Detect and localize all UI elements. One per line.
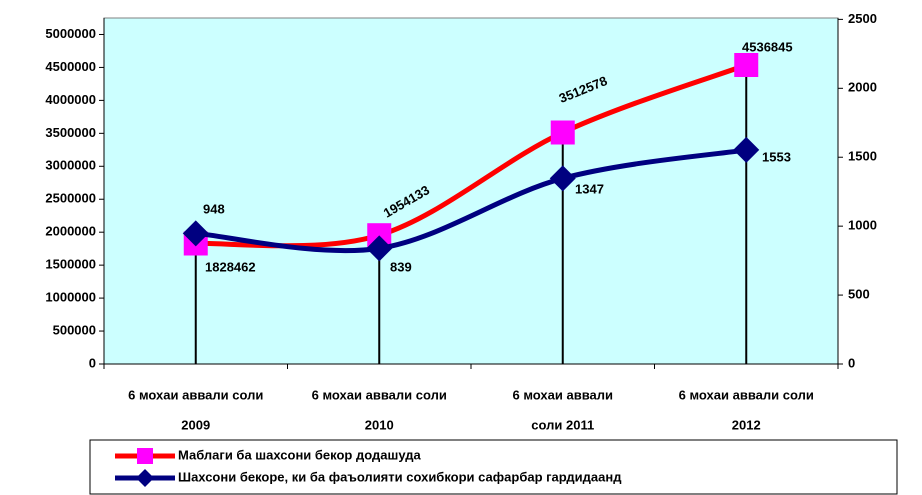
- data-label: 4536845: [742, 39, 793, 54]
- data-label: 839: [390, 259, 412, 274]
- marker: [137, 448, 153, 464]
- marker: [136, 469, 154, 487]
- x-tick-label: 2010: [365, 417, 394, 432]
- marker: [549, 165, 576, 192]
- y2-tick-label: 1000: [848, 218, 877, 233]
- x-tick-label: 6 мохаи аввали соли: [128, 387, 263, 402]
- marker: [733, 136, 760, 163]
- y-tick-label: 5000000: [45, 26, 96, 41]
- y2-tick-label: 0: [848, 355, 855, 370]
- x-tick-label: соли 2011: [531, 417, 594, 432]
- series-line: [195, 147, 747, 254]
- y2-tick-label: 2000: [848, 80, 877, 95]
- y-tick-label: 1000000: [45, 290, 96, 305]
- y-tick-label: 2500000: [45, 191, 96, 206]
- marker: [182, 220, 209, 247]
- x-tick-label: 6 мохаи аввали: [513, 387, 614, 402]
- marker: [734, 53, 759, 78]
- x-tick-label: 2012: [732, 417, 761, 432]
- y2-tick-label: 1500: [848, 149, 877, 164]
- y-tick-label: 500000: [53, 322, 96, 337]
- x-tick-label: 6 мохаи аввали соли: [312, 387, 447, 402]
- y2-tick-label: 500: [848, 287, 870, 302]
- legend-label: Маблаги ба шахсони бекор додашуда: [178, 447, 421, 462]
- y-tick-label: 2000000: [45, 224, 96, 239]
- y-tick-label: 4000000: [45, 92, 96, 107]
- y-tick-label: 4500000: [45, 59, 96, 74]
- data-label: 1553: [762, 149, 791, 164]
- y-tick-label: 3500000: [45, 125, 96, 140]
- marker: [366, 235, 393, 262]
- x-tick-label: 2009: [181, 417, 210, 432]
- y-tick-label: 0: [89, 355, 96, 370]
- data-label: 948: [203, 201, 225, 216]
- y-tick-label: 3000000: [45, 158, 96, 173]
- y2-tick-label: 2500: [848, 11, 877, 26]
- legend-label: Шахсони бекоре, ки ба фаъолияти сохибкор…: [178, 469, 622, 484]
- marker: [550, 120, 575, 145]
- legend-box: [89, 439, 898, 495]
- y-tick-label: 1500000: [45, 257, 96, 272]
- x-tick-label: 6 мохаи аввали соли: [679, 387, 814, 402]
- data-label: 1828462: [205, 259, 256, 274]
- data-label: 1347: [575, 181, 604, 196]
